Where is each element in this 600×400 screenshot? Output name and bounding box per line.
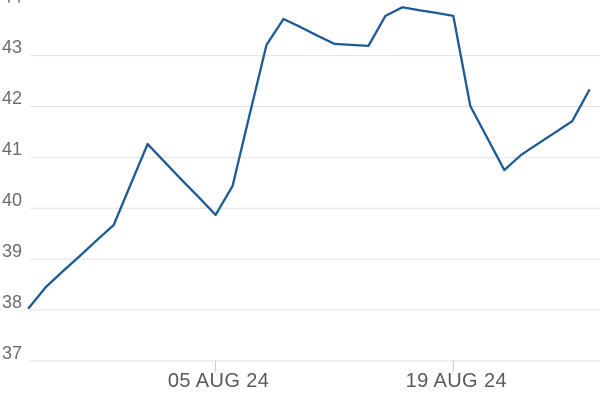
svg-text:39: 39: [2, 241, 22, 261]
svg-text:37: 37: [2, 343, 22, 363]
svg-text:42: 42: [2, 88, 22, 108]
svg-text:05 AUG 24: 05 AUG 24: [168, 370, 269, 392]
svg-text:43: 43: [2, 37, 22, 57]
svg-text:38: 38: [2, 292, 22, 312]
svg-text:44: 44: [2, 0, 22, 7]
svg-text:41: 41: [2, 139, 22, 159]
svg-text:40: 40: [2, 190, 22, 210]
svg-text:19 AUG 24: 19 AUG 24: [406, 370, 507, 392]
